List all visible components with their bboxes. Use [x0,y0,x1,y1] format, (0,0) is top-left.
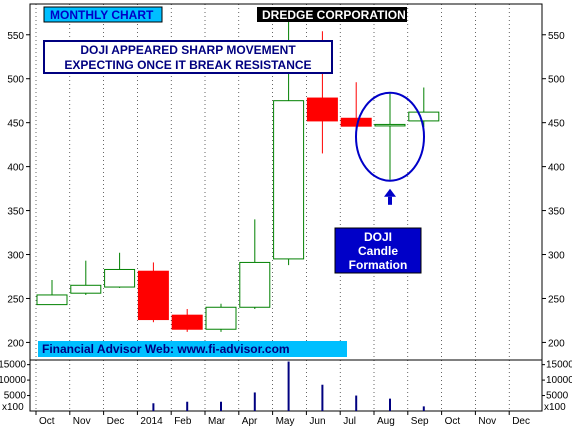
price-tick-right-label: 350 [548,207,565,218]
chart-title-bg [257,7,407,22]
volume-tick-left-label: 5000 [4,391,27,402]
price-tick-right-label: 200 [548,338,565,349]
month-tick-label: Jul [343,416,356,427]
candle-body [171,314,203,330]
axis-layer: 200 200 250 250 300 300 350 350 400 400 450 450 500 5… [0,31,572,427]
price-tick-left-label: 200 [7,338,24,349]
price-tick-right-label: 450 [548,119,565,130]
volume-tick-left-label: 15000 [0,360,26,371]
price-tick-right-label: 250 [548,294,565,305]
annotation-bg [43,40,333,74]
volume-tick-left-label: 10000 [0,375,26,386]
text-line: Candle [358,244,398,258]
price-tick-left-label: 250 [7,294,24,305]
candle-body [36,294,68,306]
candle-body [137,270,169,321]
text-line: DOJI APPEARED SHARP MOVEMENT [80,43,296,57]
volume-tick-right-label: 5000 [546,391,569,402]
candle-body [273,100,305,260]
price-tick-left-label: 500 [7,75,24,86]
annotation-box: DOJI APPEARED SHARP MOVEMENT EXPECTING ON… [43,40,333,74]
price-tick-left-label: 400 [7,163,24,174]
candle-body [408,111,440,122]
price-tick-right-label: 550 [548,31,565,42]
month-tick-label: Jun [309,416,325,427]
price-tick-left-label: 450 [7,119,24,130]
footer-bg [38,341,347,357]
price-tick-left-label: 300 [7,251,24,262]
doji-highlight-circle [355,91,425,182]
annotation-text: DOJI APPEARED SHARP MOVEMENT EXPECTING ON… [64,43,311,72]
month-tick-label: Oct [39,416,55,427]
month-tick-label: Sep [411,416,429,427]
volume-layer [152,361,425,411]
month-tick-label: Mar [208,416,226,427]
arrow-head [384,188,396,197]
volume-multiplier-right: x100 [544,402,566,413]
period-label-bg [43,6,163,23]
volume-tick-right-label: 10000 [546,375,572,386]
price-tick-left-label: 350 [7,207,24,218]
month-tick-label: Apr [242,416,258,427]
price-tick-right-label: 500 [548,75,565,86]
month-tick-label: Nov [478,416,496,427]
month-tick-label: Feb [174,416,192,427]
callout-bg [334,227,422,274]
text-line: DOJI [364,230,392,244]
candle-body [306,97,338,122]
month-tick-label: 2014 [140,416,163,427]
period-label-text: MONTHLY CHART [50,8,154,22]
price-tick-left-label: 550 [7,31,24,42]
candle-body [374,123,406,127]
footer-label: Financial Advisor Web: www.fi-advisor.co… [38,341,347,357]
month-tick-label: Aug [377,416,395,427]
month-tick-label: May [276,416,295,427]
callout-box: DOJI Candle Formation [334,227,422,274]
price-tick-right-label: 300 [548,251,565,262]
footer-text: Financial Advisor Web: www.fi-advisor.co… [42,342,290,356]
candle-body [205,306,237,330]
volume-multiplier-left: x100 [2,402,24,413]
candle-body [104,268,136,288]
doji-arrow [384,188,396,205]
volume-tick-right-label: 15000 [546,360,572,371]
chart-title: DREDGE CORPORATION [257,7,407,22]
text-line: Formation [349,258,408,272]
candle-body [70,284,102,294]
callout-text: DOJI Candle Formation [349,230,408,272]
candle-body [239,261,271,308]
arrow-shaft [388,196,392,205]
text-line: EXPECTING ONCE IT BREAK RESISTANCE [64,58,311,72]
chart-title-text: DREDGE CORPORATION [262,8,406,22]
period-label: MONTHLY CHART [43,6,163,23]
month-tick-label: Nov [73,416,91,427]
month-tick-label: Dec [512,416,530,427]
candle-layer [36,18,440,332]
price-tick-right-label: 400 [548,163,565,174]
month-tick-label: Oct [445,416,461,427]
month-tick-label: Dec [107,416,125,427]
